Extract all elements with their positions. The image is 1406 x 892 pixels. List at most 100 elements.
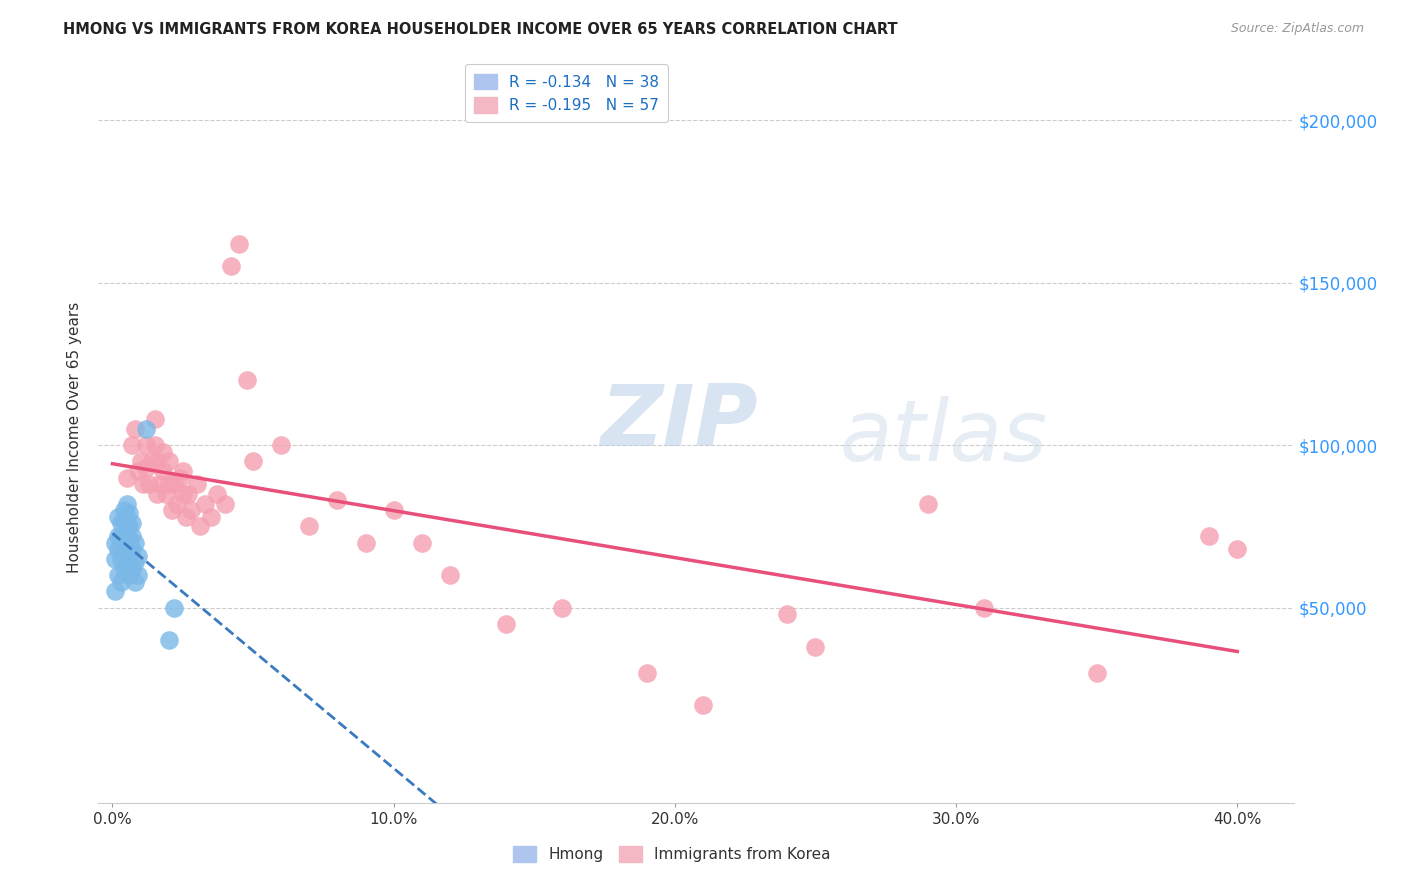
Point (776, 607, 799, 622)
Point (692, 698, 714, 713)
Point (174, 509, 197, 524)
Point (219, 260, 242, 274)
Point (127, 464, 149, 478)
Point (121, 529, 143, 543)
Point (172, 487, 194, 501)
Point (326, 493, 349, 508)
Point (169, 471, 191, 485)
Point (138, 477, 160, 491)
Point (124, 555, 146, 569)
Point (1198, 529, 1220, 543)
Point (129, 454, 152, 468)
Point (112, 503, 135, 517)
Point (124, 535, 146, 549)
Point (152, 444, 174, 458)
Point (121, 516, 143, 531)
Point (1085, 665, 1108, 680)
Point (115, 497, 138, 511)
Point (112, 526, 135, 541)
Point (104, 552, 127, 566)
Point (551, 600, 574, 615)
Point (121, 438, 143, 452)
Point (146, 454, 169, 468)
Point (132, 477, 155, 491)
Point (177, 487, 200, 501)
Point (160, 503, 183, 517)
Text: Source: ZipAtlas.com: Source: ZipAtlas.com (1230, 22, 1364, 36)
Point (112, 513, 135, 527)
Point (188, 519, 211, 533)
Point (214, 497, 236, 511)
Point (118, 568, 141, 582)
Point (135, 438, 157, 452)
Point (172, 464, 194, 478)
Point (157, 454, 180, 468)
Legend: Hmong, Immigrants from Korea: Hmong, Immigrants from Korea (508, 840, 837, 868)
Point (124, 422, 146, 436)
Point (166, 497, 188, 511)
Point (112, 562, 135, 576)
Point (107, 529, 129, 543)
Point (124, 574, 146, 589)
Point (205, 487, 228, 501)
Point (973, 600, 995, 615)
Point (200, 509, 222, 524)
Point (110, 529, 132, 543)
Point (110, 552, 132, 566)
Point (115, 535, 138, 549)
Point (115, 523, 138, 537)
Point (382, 503, 405, 517)
Point (186, 477, 208, 491)
Point (135, 461, 157, 475)
Point (107, 568, 129, 582)
Point (149, 477, 172, 491)
Point (411, 535, 433, 549)
Point (143, 412, 166, 426)
Point (115, 471, 138, 485)
Text: atlas: atlas (839, 395, 1047, 479)
Point (115, 555, 138, 569)
Point (236, 373, 259, 387)
Text: ZIP: ZIP (600, 381, 758, 464)
Point (917, 497, 939, 511)
Point (163, 477, 186, 491)
Point (115, 509, 138, 524)
Text: HMONG VS IMMIGRANTS FROM KOREA HOUSEHOLDER INCOME OVER 65 YEARS CORRELATION CHAR: HMONG VS IMMIGRANTS FROM KOREA HOUSEHOLD… (63, 22, 898, 37)
Point (152, 464, 174, 478)
Point (110, 516, 132, 531)
Point (118, 507, 141, 521)
Point (141, 454, 163, 468)
Point (180, 503, 202, 517)
Point (107, 542, 129, 557)
Point (495, 617, 517, 632)
Point (107, 509, 129, 524)
Point (121, 542, 143, 557)
Point (135, 422, 157, 436)
Point (112, 542, 135, 557)
Point (1226, 542, 1249, 557)
Point (104, 535, 127, 549)
Point (146, 487, 169, 501)
Point (110, 574, 132, 589)
Point (118, 519, 141, 533)
Point (157, 633, 180, 648)
Point (121, 562, 143, 576)
Point (157, 477, 180, 491)
Point (242, 454, 264, 468)
Point (298, 519, 321, 533)
Y-axis label: Householder Income Over 65 years: Householder Income Over 65 years (67, 301, 83, 573)
Point (104, 584, 127, 599)
Point (163, 600, 186, 615)
Point (270, 438, 292, 452)
Point (636, 665, 658, 680)
Point (804, 640, 827, 654)
Point (194, 497, 217, 511)
Point (228, 236, 250, 251)
Point (143, 438, 166, 452)
Point (127, 549, 149, 563)
Point (439, 568, 461, 582)
Point (118, 533, 141, 547)
Point (127, 568, 149, 582)
Point (118, 549, 141, 563)
Point (155, 487, 177, 501)
